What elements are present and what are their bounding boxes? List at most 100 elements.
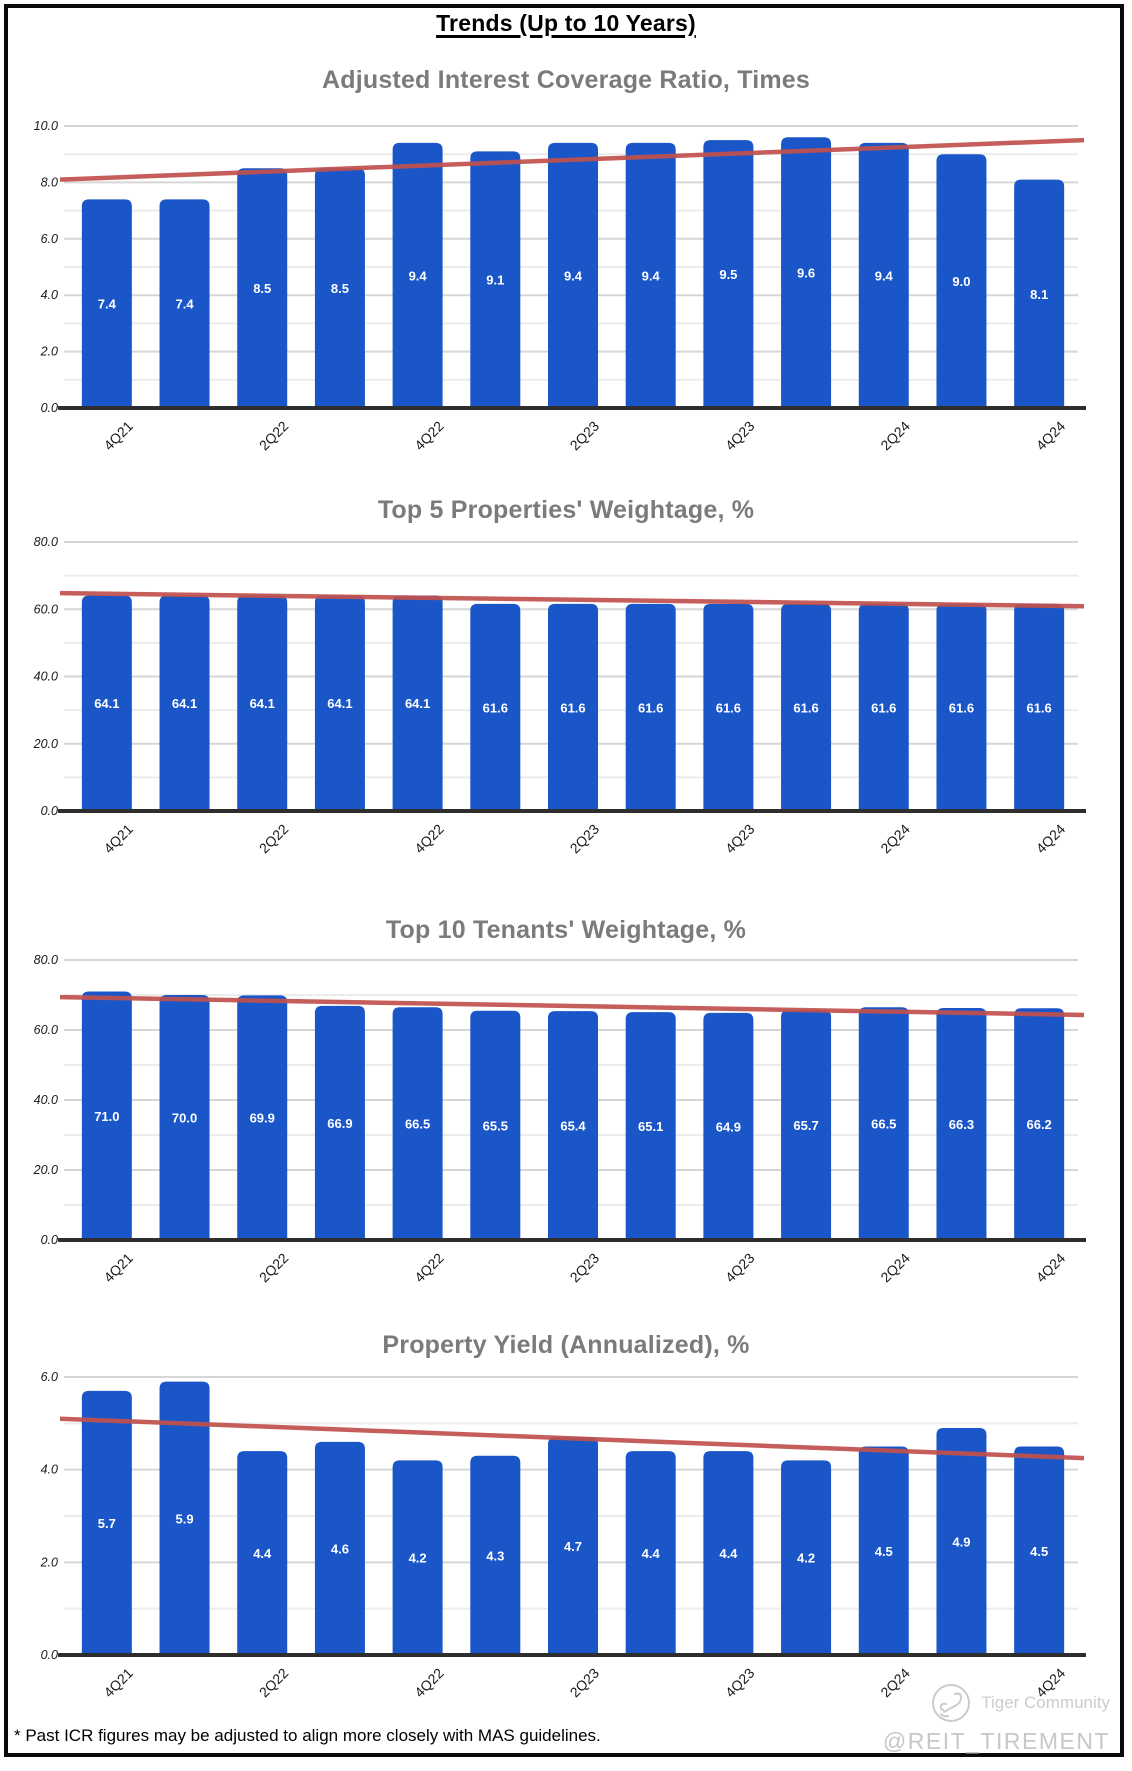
y-tick-label: 20.0 (33, 1163, 58, 1177)
bar (936, 1007, 987, 1240)
chart-title: Adjusted Interest Coverage Ratio, Times (321, 66, 811, 94)
bar (392, 142, 443, 409)
x-tick-label: 4Q21 (100, 418, 136, 454)
bar (470, 603, 521, 811)
y-tick-label: 0.0 (41, 401, 58, 415)
bar (314, 595, 365, 811)
y-tick-label: 40.0 (34, 670, 58, 684)
bar-value-label: 65.1 (638, 1119, 663, 1134)
bar-value-label: 65.7 (793, 1118, 818, 1133)
x-tick-label: 4Q22 (411, 821, 447, 856)
trendline (59, 137, 1085, 182)
watermark: Tiger Community @REIT_TIREMENT (810, 1680, 1110, 1755)
bar (314, 1441, 365, 1655)
bar (392, 595, 443, 811)
bar-value-label: 9.6 (797, 266, 815, 281)
watermark-handle: @REIT_TIREMENT (882, 1728, 1110, 1754)
bar (314, 1005, 365, 1240)
bar (781, 1010, 832, 1240)
bar-value-label: 65.4 (560, 1119, 586, 1134)
tiger-community-logo-icon (932, 1684, 971, 1722)
chart-property-yield: Property Yield (Annualized), % 0.0 2.0 4.0… (10, 1323, 1122, 1707)
bar-value-label: 4.9 (952, 1534, 970, 1549)
bar (703, 140, 754, 408)
y-tick-label: 40.0 (34, 1093, 58, 1107)
bar (625, 603, 676, 811)
x-tick-label: 4Q23 (722, 821, 758, 856)
bar-value-label: 9.4 (409, 268, 428, 283)
bar (548, 1011, 598, 1240)
y-tick-label: 0.0 (41, 1233, 58, 1247)
bar (392, 1460, 443, 1655)
trendline (59, 1416, 1085, 1461)
x-tick-label: 2Q22 (256, 418, 292, 454)
chart-adjusted-interest-coverage-ratio: Adjusted Interest Coverage Ratio, Times … (10, 58, 1122, 454)
x-tick-label: 2Q24 (877, 1250, 913, 1284)
bar (81, 991, 132, 1240)
y-tick-label: 0.0 (41, 804, 58, 818)
x-tick-label: 2Q24 (877, 821, 913, 856)
chart-plot-top5-properties: 0.0 20.0 40.0 60.0 80.0 64.1 64.1 64.1 64.1 64.1 6… (33, 535, 1086, 856)
bar-value-label: 5.9 (175, 1511, 193, 1526)
x-tick-label: 4Q24 (1033, 418, 1069, 454)
bar-value-label: 64.1 (172, 696, 197, 711)
bar-value-label: 9.4 (875, 268, 894, 283)
bar-value-label: 61.6 (560, 700, 585, 715)
bar-value-label: 4.5 (1030, 1544, 1048, 1559)
bar-value-label: 64.1 (250, 696, 275, 711)
bar-value-label: 9.4 (564, 268, 583, 283)
bar-value-label: 66.9 (327, 1116, 352, 1131)
y-tick-label: 6.0 (41, 1370, 58, 1384)
x-tick-label: 2Q24 (877, 418, 913, 454)
bar (159, 995, 210, 1240)
bar (314, 168, 365, 408)
bar-value-label: 66.2 (1026, 1117, 1051, 1132)
bar (781, 1460, 832, 1655)
bar-value-label: 4.6 (331, 1541, 349, 1556)
chart-title: Property Yield (Annualized), % (382, 1331, 750, 1359)
bar (81, 595, 132, 811)
bar (470, 151, 521, 408)
trendline (59, 994, 1085, 1018)
chart-title: Top 10 Tenants' Weightage, % (385, 916, 747, 944)
x-tick-label: 4Q23 (722, 418, 758, 454)
bar-value-label: 66.5 (871, 1117, 896, 1132)
bar (1014, 603, 1065, 811)
x-tick-label: 2Q22 (256, 1665, 292, 1701)
x-tick-label: 4Q22 (411, 1665, 447, 1701)
bar (237, 168, 288, 408)
bar (936, 1427, 987, 1655)
trendline (59, 590, 1085, 609)
y-tick-label: 0.0 (41, 1648, 58, 1662)
bar-value-label: 64.1 (327, 696, 352, 711)
bar-value-label: 61.6 (793, 700, 818, 715)
watermark-community-label: Tiger Community (981, 1693, 1110, 1712)
bar-value-label: 9.0 (952, 274, 970, 289)
bar (1014, 1446, 1065, 1655)
bar (858, 1007, 909, 1240)
bar (858, 1446, 909, 1655)
x-tick-label: 2Q22 (256, 1250, 292, 1284)
bar (237, 595, 288, 811)
bar (936, 603, 987, 811)
y-tick-label: 20.0 (33, 737, 58, 751)
y-tick-label: 60.0 (34, 602, 58, 616)
chart-top5-properties-weightage: Top 5 Properties' Weightage, % 0.0 20.0 40… (10, 488, 1122, 856)
x-tick-label: 4Q22 (411, 418, 447, 454)
bar (625, 1451, 676, 1655)
bar-value-label: 8.5 (253, 281, 271, 296)
bar-value-label: 5.7 (98, 1516, 116, 1531)
x-tick-label: 2Q23 (567, 1665, 603, 1701)
y-tick-label: 80.0 (34, 953, 58, 967)
bar-value-label: 66.5 (405, 1117, 430, 1132)
bar-value-label: 61.6 (871, 700, 896, 715)
bar (81, 199, 132, 408)
x-tick-label: 4Q22 (411, 1250, 447, 1284)
watermark-row: Tiger Community (810, 1680, 1110, 1726)
bar (1014, 1008, 1065, 1240)
bar-value-label: 7.4 (175, 297, 194, 312)
bar (159, 199, 210, 408)
y-tick-label: 80.0 (34, 535, 58, 549)
y-tick-label: 2.0 (40, 1555, 58, 1569)
y-tick-label: 8.0 (41, 175, 58, 189)
